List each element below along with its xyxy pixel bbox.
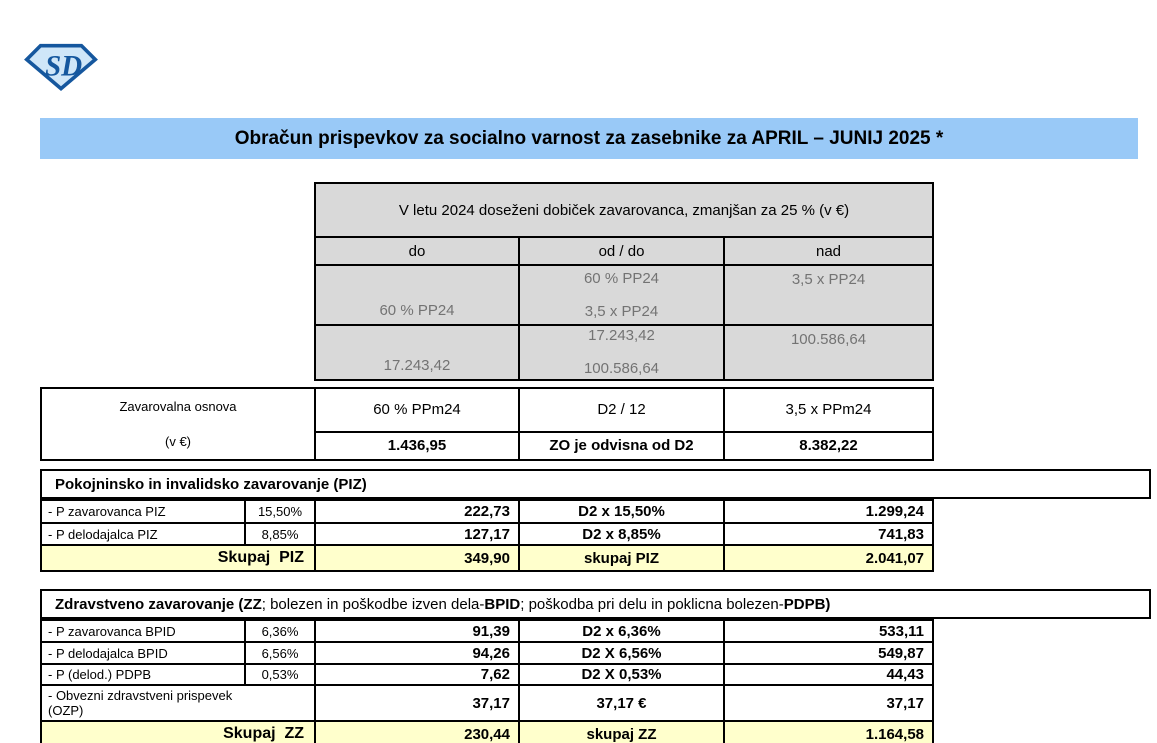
zz-row2-value: 94,26 xyxy=(314,641,520,665)
page-title-text: Obračun prispevkov za socialno varnost z… xyxy=(234,127,944,149)
zz-row1-value: 91,39 xyxy=(314,619,520,643)
piz-total-label: Skupaj PIZ xyxy=(40,544,316,572)
range-label-od-do: od / do xyxy=(518,236,725,266)
page-title: Obračun prispevkov za socialno varnost z… xyxy=(40,118,1138,159)
piz-total-row: Skupaj PIZ 349,90 skupaj PIZ 2.041,07 xyxy=(40,544,934,572)
zz-title-part2: ; bolezen in poškodbe izven dela- xyxy=(261,595,485,613)
ozp-label: - Obvezni zdravstveni prispevek (OZP) xyxy=(40,684,316,722)
pp-threshold-od-do: 60 % PP24 3,5 x PP24 xyxy=(518,264,725,326)
insurance-base-table: Zavarovalna osnova (v €) 60 % PPm24 D2 /… xyxy=(40,387,934,462)
zz-row3-rate: 0,53% xyxy=(244,663,316,686)
zz-row3-formula: D2 X 0,53% xyxy=(518,663,725,686)
pp-threshold-nad: 3,5 x PP24 xyxy=(722,264,935,326)
piz-row2-rate: 8,85% xyxy=(244,522,316,546)
zz-row3-max: 44,43 xyxy=(723,663,934,686)
ozp-label-line1: - Obvezni zdravstveni prispevek xyxy=(48,688,233,703)
piz-row1-formula: D2 x 15,50% xyxy=(518,499,725,524)
piz-table: - P zavarovanca PIZ 15,50% 222,73 D2 x 1… xyxy=(40,499,934,572)
piz-row2-max: 741,83 xyxy=(723,522,934,546)
ozp-max: 37,17 xyxy=(723,684,934,722)
ozp-label-line2: (OZP) xyxy=(48,703,84,718)
table-row: - P delodajalca BPID 6,56% 94,26 D2 X 6,… xyxy=(40,641,934,665)
pp-threshold-do2: 3,5 x PP24 xyxy=(584,302,659,320)
zz-title-part3: BPID xyxy=(484,595,521,613)
zz-total-row: Skupaj ZZ 230,44 skupaj ZZ 1.164,58 xyxy=(40,720,934,743)
zz-row3-label: - P (delod.) PDPB xyxy=(40,663,246,686)
piz-row1-max: 1.299,24 xyxy=(723,499,934,524)
piz-section-title: Pokojninsko in invalidsko zavarovanje (P… xyxy=(55,475,367,493)
zz-title-part4: ; poškodba pri delu in poklicna bolezen- xyxy=(520,595,784,613)
pp-threshold-od: 60 % PP24 xyxy=(583,269,660,287)
insurance-base-label-cell: Zavarovalna osnova (v €) xyxy=(40,387,316,461)
zz-row1-label: - P zavarovanca BPID xyxy=(40,619,246,643)
piz-total-value: 349,90 xyxy=(314,544,520,572)
piz-row2-value: 127,17 xyxy=(314,522,520,546)
zz-row2-formula: D2 X 6,56% xyxy=(518,641,725,665)
pp-threshold-do: 60 % PP24 xyxy=(314,264,520,326)
insurance-base-unit: (v €) xyxy=(165,434,191,449)
zz-row1-max: 533,11 xyxy=(723,619,934,643)
zz-table: - P zavarovanca BPID 6,36% 91,39 D2 x 6,… xyxy=(40,619,934,743)
amount-threshold-od-do: 17.243,42 100.586,64 xyxy=(518,324,725,381)
amount-threshold-do2: 100.586,64 xyxy=(583,360,660,377)
zz-row1-formula: D2 x 6,36% xyxy=(518,619,725,643)
piz-row2-label: - P delodajalca PIZ xyxy=(40,522,246,546)
piz-row1-value: 222,73 xyxy=(314,499,520,524)
table-row: - P delodajalca PIZ 8,85% 127,17 D2 x 8,… xyxy=(40,522,934,546)
piz-row1-label: - P zavarovanca PIZ xyxy=(40,499,246,524)
table-row: - P zavarovanca PIZ 15,50% 222,73 D2 x 1… xyxy=(40,499,934,524)
zz-row2-label: - P delodajalca BPID xyxy=(40,641,246,665)
base-formula-nad: 3,5 x PPm24 xyxy=(723,387,934,433)
base-value-nad: 8.382,22 xyxy=(723,430,934,462)
profit-range-table: V letu 2024 doseženi dobiček zavarovanca… xyxy=(313,182,935,381)
zz-row2-max: 549,87 xyxy=(723,641,934,665)
zz-total-label: Skupaj ZZ xyxy=(40,720,316,743)
base-value-od-do: ZO je odvisna od D2 xyxy=(518,430,725,462)
piz-row1-rate: 15,50% xyxy=(244,499,316,524)
amount-threshold-od: 17.243,42 xyxy=(588,327,655,344)
zz-row2-rate: 6,56% xyxy=(244,641,316,665)
sd-diamond-logo: SD xyxy=(24,43,98,92)
zz-title-part1: Zdravstveno zavarovanje (ZZ xyxy=(55,595,262,613)
logo-letters: SD xyxy=(45,51,82,83)
range-label-nad: nad xyxy=(722,236,935,266)
amount-threshold-nad: 100.586,64 xyxy=(722,324,935,381)
zz-total-value: 230,44 xyxy=(314,720,520,743)
ozp-formula: 37,17 € xyxy=(518,684,725,722)
base-formula-od-do: D2 / 12 xyxy=(518,387,725,433)
zz-title-part5: PDPB) xyxy=(783,595,831,613)
piz-row2-formula: D2 x 8,85% xyxy=(518,522,725,546)
table-row: - P zavarovanca BPID 6,36% 91,39 D2 x 6,… xyxy=(40,619,934,643)
piz-total-max: 2.041,07 xyxy=(723,544,934,572)
ozp-row: - Obvezni zdravstveni prispevek (OZP) 37… xyxy=(40,684,934,722)
amount-threshold-do: 17.243,42 xyxy=(314,324,520,381)
profit-table-header: V letu 2024 doseženi dobiček zavarovanca… xyxy=(313,182,935,238)
zz-row3-value: 7,62 xyxy=(314,663,520,686)
zz-row1-rate: 6,36% xyxy=(244,619,316,643)
piz-section-header: Pokojninsko in invalidsko zavarovanje (P… xyxy=(40,469,1151,499)
zz-total-formula: skupaj ZZ xyxy=(518,720,725,743)
zz-section-header: Zdravstveno zavarovanje (ZZ; bolezen in … xyxy=(40,589,1151,619)
table-row: - P (delod.) PDPB 0,53% 7,62 D2 X 0,53% … xyxy=(40,663,934,686)
insurance-base-label: Zavarovalna osnova xyxy=(119,399,237,414)
piz-total-formula: skupaj PIZ xyxy=(518,544,725,572)
range-label-do: do xyxy=(314,236,520,266)
zz-total-max: 1.164,58 xyxy=(723,720,934,743)
ozp-value: 37,17 xyxy=(314,684,520,722)
base-formula-do: 60 % PPm24 xyxy=(314,387,520,433)
base-value-do: 1.436,95 xyxy=(314,430,520,462)
zz-section-title: Zdravstveno zavarovanje (ZZ; bolezen in … xyxy=(55,596,830,613)
